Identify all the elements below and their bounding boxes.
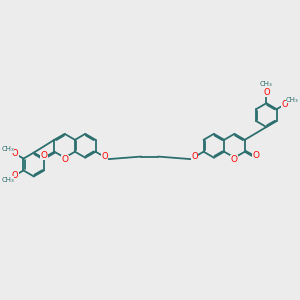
Text: O: O — [12, 171, 18, 180]
Text: O: O — [282, 100, 288, 109]
Text: CH₃: CH₃ — [286, 97, 299, 103]
Text: O: O — [40, 151, 47, 160]
Text: O: O — [62, 155, 69, 164]
Text: O: O — [252, 151, 259, 160]
Text: CH₃: CH₃ — [260, 81, 273, 87]
Text: O: O — [230, 155, 237, 164]
Text: CH₃: CH₃ — [1, 146, 14, 152]
Text: O: O — [263, 88, 270, 97]
Text: O: O — [191, 152, 198, 161]
Text: O: O — [12, 149, 18, 158]
Text: O: O — [101, 152, 108, 161]
Text: CH₃: CH₃ — [1, 177, 14, 183]
